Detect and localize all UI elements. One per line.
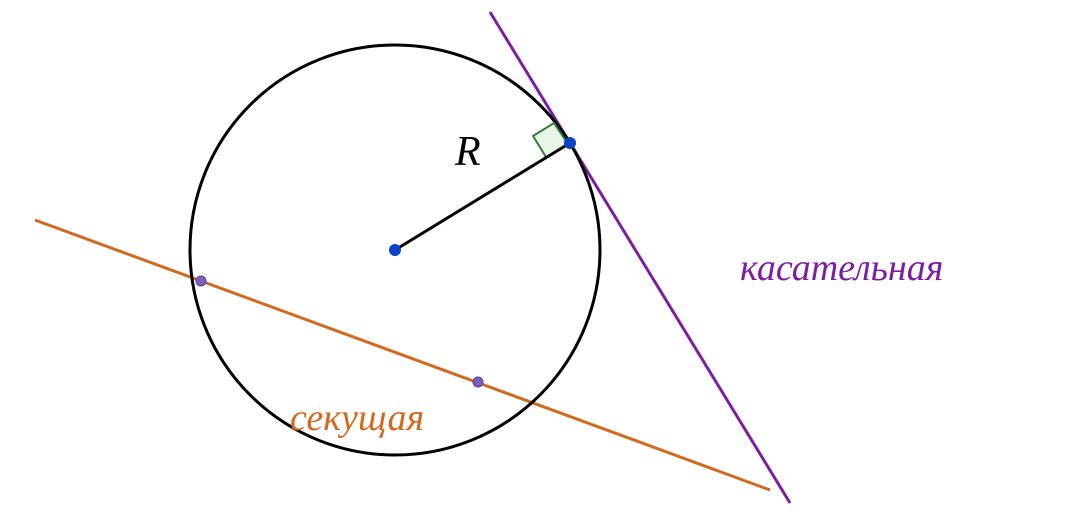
secant-label: секущая xyxy=(290,397,424,439)
secant-intersection-dot-1 xyxy=(196,276,206,286)
center-point-dot xyxy=(389,244,401,256)
secant-intersection-dot-2 xyxy=(473,377,483,387)
tangent-point-dot xyxy=(564,137,576,149)
tangent-label: касательная xyxy=(740,247,943,289)
radius-label: R xyxy=(454,129,481,175)
